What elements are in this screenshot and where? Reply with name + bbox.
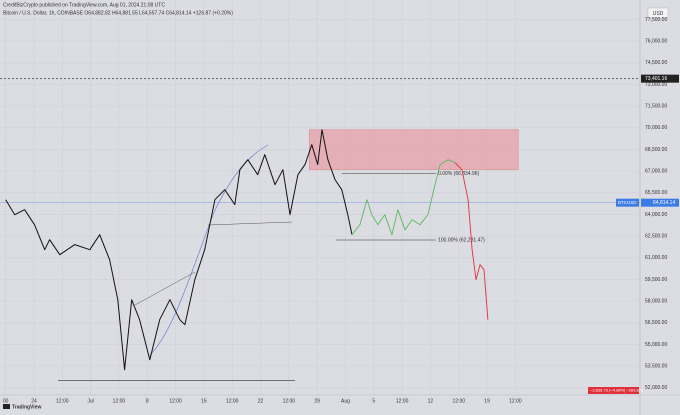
x-tick-label: 22 — [258, 398, 264, 404]
x-tick-label: 29 — [314, 398, 320, 404]
y-tick-label: 68,500.00 — [645, 147, 667, 153]
trend-line — [207, 221, 293, 226]
x-tick-label: 12:00 — [453, 398, 466, 404]
high-label: 73,401.16 — [645, 76, 667, 82]
x-tick-label: 12:00 — [56, 398, 69, 404]
y-tick-label: 74,500.00 — [645, 60, 667, 66]
y-tick-label: 62,500.00 — [645, 233, 667, 239]
symbol-line: Bitcoin / U.S. Dollar, 1h, COINBASE O64,… — [3, 10, 233, 16]
y-tick-label: 67,000.00 — [645, 168, 667, 174]
y-tick-label: 64,000.00 — [645, 212, 667, 218]
trend-line — [134, 271, 196, 306]
y-tick-label: 59,500.00 — [645, 277, 667, 283]
supply-zone — [308, 129, 519, 170]
change-label: −2,836.73 (−4.38%) −283,673 — [590, 388, 644, 393]
y-tick-label: 71,500.00 — [645, 103, 667, 109]
high-label-box — [641, 74, 679, 83]
y-tick-label: 76,000.00 — [645, 38, 667, 44]
x-tick-label: 15 — [201, 398, 207, 404]
x-tick-label: 8 — [146, 398, 149, 404]
x-tick-label: 12:00 — [283, 398, 296, 404]
price-line — [351, 159, 456, 236]
x-tick-label: 12:00 — [396, 398, 409, 404]
brand-logo — [3, 404, 10, 409]
y-tick-label: 53,500.00 — [645, 363, 667, 369]
x-tick-label: 12 — [428, 398, 434, 404]
plot-background — [0, 0, 640, 395]
change-box — [588, 387, 639, 394]
arc-drawing — [149, 144, 269, 356]
drawings — [134, 144, 293, 356]
x-tick-label: 12:00 — [226, 398, 239, 404]
x-tick-label: 12:00 — [509, 398, 522, 404]
x-tick-label: 12:00 — [113, 398, 126, 404]
brand: TradingView — [12, 404, 41, 410]
x-tick-label: 19 — [484, 398, 490, 404]
y-tick-label: 56,500.00 — [645, 320, 667, 326]
symbol-label: BTCUSD — [618, 200, 637, 205]
last-price-label: 64,814.14 — [653, 200, 675, 206]
y-tick-label: 65,500.00 — [645, 190, 667, 196]
currency[interactable]: USD — [653, 11, 664, 17]
y-tick-label: 55,000.00 — [645, 342, 667, 348]
x-tick-label: 24 — [31, 398, 37, 404]
x-tick-label: 12:00 — [169, 398, 182, 404]
x-tick-label: 5 — [372, 398, 375, 404]
symbol-box — [616, 198, 639, 207]
fib-label: 100.00% (62,231.47) — [438, 237, 485, 243]
y-tick-label: 61,000.00 — [645, 255, 667, 261]
header: CreditBizCrypto published on TradingView… — [3, 2, 165, 8]
y-tick-label: 77,500.00 — [645, 17, 667, 23]
y-tick-label: 52,000.00 — [645, 385, 667, 391]
fib-label: 0.00% (66,834.96) — [438, 171, 479, 177]
currency-box[interactable] — [647, 7, 669, 19]
y-tick-label: 70,000.00 — [645, 125, 667, 131]
x-tick-label: Jul — [87, 398, 93, 404]
x-tick-label: Aug — [341, 398, 350, 404]
price-line — [5, 129, 353, 371]
y-tick-label: 73,000.00 — [645, 82, 667, 88]
last-price-box — [641, 198, 679, 207]
price-line — [454, 162, 489, 320]
y-tick-label: 58,000.00 — [645, 298, 667, 304]
x-tick-label: 00 — [3, 398, 9, 404]
